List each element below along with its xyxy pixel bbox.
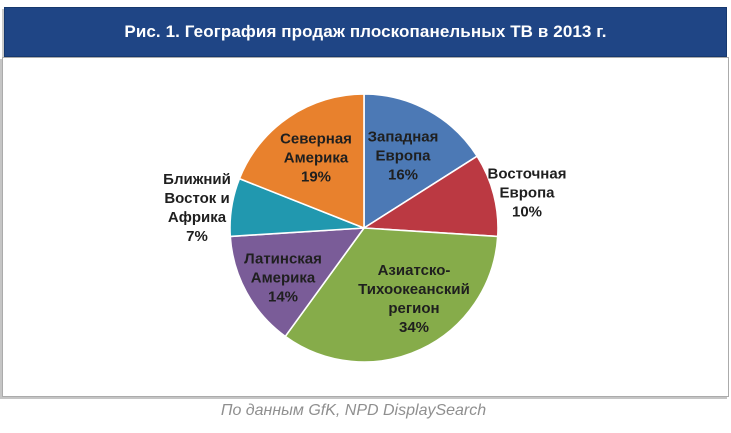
chart-panel <box>2 57 729 397</box>
figure-title: Рис. 1. География продаж плоскопанельных… <box>124 22 607 41</box>
figure-title-bar: Рис. 1. География продаж плоскопанельных… <box>4 7 727 57</box>
source-note: По данным GfK, NPD DisplaySearch <box>220 402 487 419</box>
